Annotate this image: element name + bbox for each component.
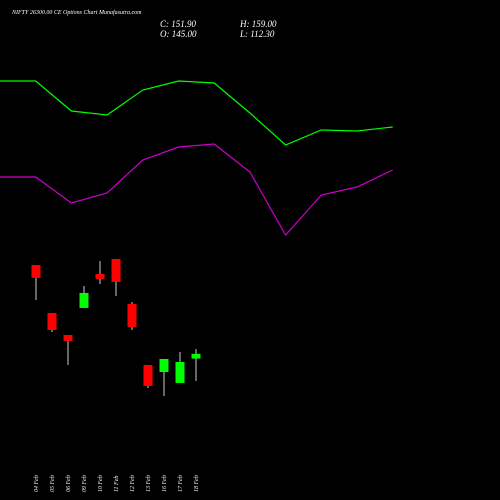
candle-body <box>47 312 57 330</box>
x-tick-label: 04 Feb <box>33 475 40 492</box>
x-tick-label: 18 Feb <box>194 475 200 492</box>
candle-body <box>31 265 41 278</box>
x-tick-label: 17 Feb <box>178 475 184 492</box>
x-tick-label: 16 Feb <box>162 475 168 492</box>
x-tick-label: 06 Feb <box>66 475 72 492</box>
candle-body <box>95 273 105 279</box>
candle-body <box>143 365 153 386</box>
x-tick-label: 09 Feb <box>82 475 88 492</box>
candle-body <box>63 335 73 341</box>
x-tick-label: 05 Feb <box>50 475 56 492</box>
x-tick-label: 12 Feb <box>130 475 136 492</box>
candle-body <box>191 353 201 359</box>
indicator-line <box>0 143 393 237</box>
candle-body <box>127 303 137 327</box>
candle-body <box>111 258 121 282</box>
candle-body <box>159 358 169 372</box>
close-info: C: 151.90 <box>160 19 197 29</box>
x-tick-label: 10 Feb <box>98 475 104 492</box>
candle-body <box>175 361 185 383</box>
chart-title: NIFTY 26300.00 CE Options Chart Munafasu… <box>11 9 142 16</box>
candle-body <box>79 292 89 308</box>
x-tick-label: 13 Feb <box>146 475 152 492</box>
indicator-line <box>0 80 393 146</box>
open-info: O: 145.00 <box>160 29 197 39</box>
x-tick-label: 11 Feb <box>114 476 120 492</box>
low-info: L: 112.30 <box>239 29 275 39</box>
high-info: H: 159.00 <box>239 19 277 29</box>
